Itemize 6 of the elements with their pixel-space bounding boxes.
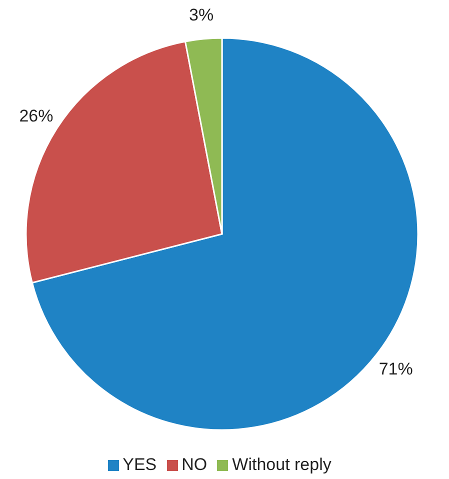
data-label: 3% xyxy=(189,5,214,24)
data-label: 26% xyxy=(19,106,54,126)
data-label: 71% xyxy=(378,359,413,378)
legend-label: YES xyxy=(122,455,157,474)
legend-label: NO xyxy=(182,455,208,474)
legend-label: Without reply xyxy=(232,455,332,474)
